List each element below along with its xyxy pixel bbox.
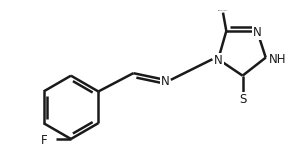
Text: S: S	[239, 93, 246, 106]
Text: methyl_hidden: methyl_hidden	[218, 9, 228, 11]
Text: N: N	[161, 75, 169, 88]
Text: F: F	[41, 134, 48, 147]
Text: N: N	[253, 26, 261, 39]
Text: N: N	[214, 54, 223, 67]
Text: NH: NH	[269, 53, 287, 66]
Text: methyl: methyl	[221, 10, 226, 11]
Text: methyl: methyl	[223, 8, 228, 9]
